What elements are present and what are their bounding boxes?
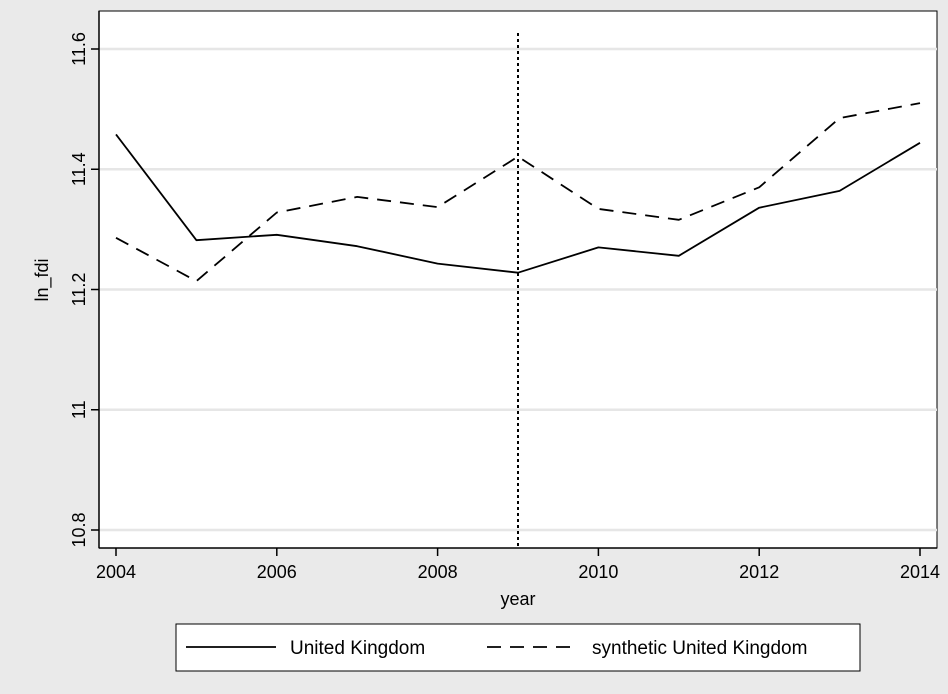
x-tick-label-1: 2006 — [257, 562, 297, 582]
y-tick-label-4: 11.6 — [69, 32, 89, 66]
x-axis-ticks: 2004 2006 2008 2010 2012 2014 — [96, 548, 940, 582]
y-axis-ticks: 10.8 11 11.2 11.4 11.6 — [69, 32, 99, 548]
series-line-synthetic-united-kingdom — [115, 102, 921, 283]
grid-lines — [99, 47, 937, 532]
y-tick-label-2: 11.2 — [69, 273, 89, 307]
series-group — [115, 102, 921, 283]
x-axis-title: year — [500, 589, 535, 609]
legend-label-synthetic-united-kingdom: synthetic United Kingdom — [592, 638, 807, 659]
y-tick-label-1: 11 — [69, 400, 89, 419]
x-tick-label-5: 2014 — [900, 562, 940, 582]
x-tick-label-0: 2004 — [96, 562, 136, 582]
y-axis-title: ln_fdi — [32, 258, 53, 301]
legend: United Kingdom synthetic United Kingdom — [175, 623, 861, 672]
y-tick-label-0: 10.8 — [69, 512, 89, 547]
y-tick-label-3: 11.4 — [69, 152, 89, 186]
x-tick-label-3: 2010 — [578, 562, 618, 582]
legend-label-united-kingdom: United Kingdom — [290, 638, 425, 659]
series-line-united-kingdom — [115, 133, 921, 274]
x-tick-label-2: 2008 — [418, 562, 458, 582]
x-tick-label-4: 2012 — [739, 562, 779, 582]
